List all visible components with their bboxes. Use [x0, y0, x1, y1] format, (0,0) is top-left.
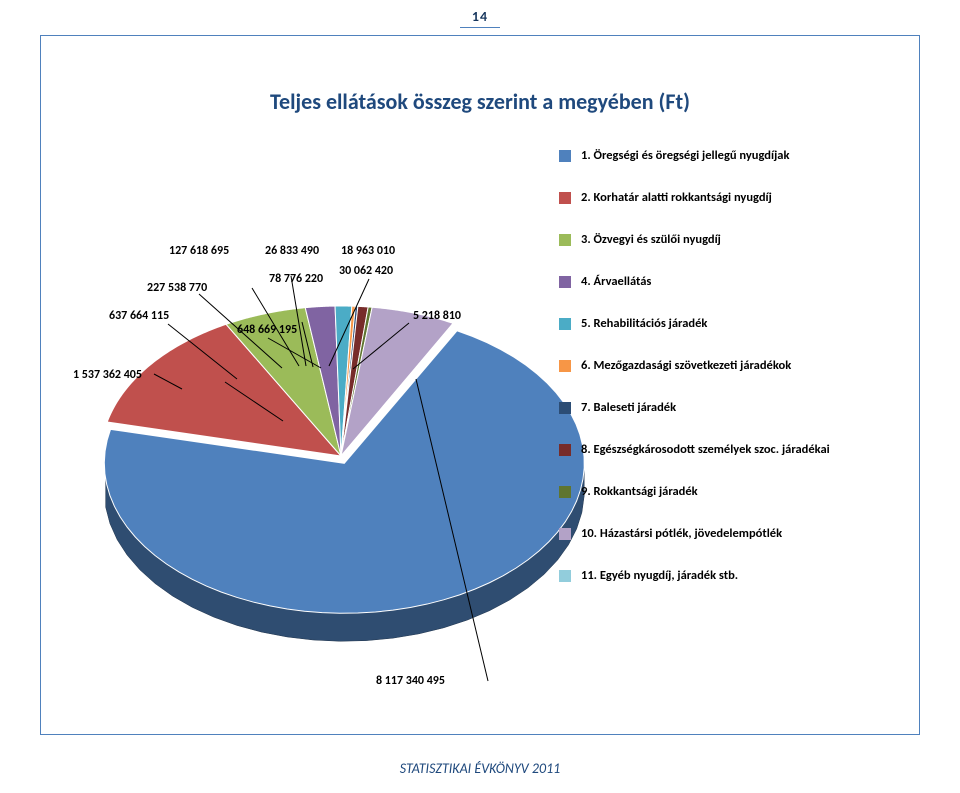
- legend-swatch: [559, 570, 571, 582]
- legend-label: 10. Házastársi pótlék, jövedelempótlék: [581, 526, 782, 541]
- legend-item: 4. Árvaellátás: [559, 274, 859, 289]
- legend: 1. Öregségi és öregségi jellegű nyugdíja…: [559, 148, 859, 583]
- legend-label: 2. Korhatár alatti rokkantsági nyugdíj: [581, 190, 772, 205]
- data-label: 5 218 810: [413, 309, 461, 323]
- data-label: 30 062 420: [339, 264, 393, 278]
- legend-item: 9. Rokkantsági járadék: [559, 484, 859, 499]
- legend-item: 7. Baleseti járadék: [559, 400, 859, 415]
- legend-swatch: [559, 276, 571, 288]
- data-label: 637 664 115: [109, 309, 169, 323]
- data-label: 1 537 362 405: [73, 368, 142, 382]
- legend-label: 7. Baleseti járadék: [581, 400, 676, 415]
- legend-item: 11. Egyéb nyugdíj, járadék stb.: [559, 568, 859, 583]
- legend-item: 3. Özvegyi és szülői nyugdíj: [559, 232, 859, 247]
- legend-label: 11. Egyéb nyugdíj, járadék stb.: [581, 568, 738, 583]
- legend-swatch: [559, 318, 571, 330]
- data-label: 127 618 695: [169, 244, 229, 258]
- legend-swatch: [559, 528, 571, 540]
- chart-title: Teljes ellátások összeg szerint a megyéb…: [270, 88, 690, 115]
- legend-label: 9. Rokkantsági járadék: [581, 484, 698, 499]
- data-label: 227 538 770: [147, 281, 207, 295]
- legend-item: 1. Öregségi és öregségi jellegű nyugdíja…: [559, 148, 859, 163]
- legend-item: 6. Mezőgazdasági szövetkezeti járadékok: [559, 358, 859, 373]
- legend-item: 10. Házastársi pótlék, jövedelempótlék: [559, 526, 859, 541]
- legend-label: 8. Egészségkárosodott személyek szoc. já…: [581, 442, 830, 457]
- legend-swatch: [559, 150, 571, 162]
- legend-swatch: [559, 360, 571, 372]
- data-label: 26 833 490: [265, 244, 319, 258]
- legend-label: 4. Árvaellátás: [581, 274, 651, 289]
- data-label: 18 963 010: [341, 244, 395, 258]
- legend-swatch: [559, 486, 571, 498]
- legend-label: 3. Özvegyi és szülői nyugdíj: [581, 232, 721, 247]
- data-label: 8 117 340 495: [376, 674, 445, 688]
- chart-panel: Teljes ellátások összeg szerint a megyéb…: [40, 35, 920, 735]
- footer-text: STATISZTIKAI ÉVKÖNYV 2011: [400, 760, 561, 777]
- legend-swatch: [559, 402, 571, 414]
- legend-swatch: [559, 192, 571, 204]
- legend-swatch: [559, 234, 571, 246]
- legend-label: 1. Öregségi és öregségi jellegű nyugdíja…: [581, 148, 789, 163]
- legend-item: 5. Rehabilitációs járadék: [559, 316, 859, 331]
- legend-label: 6. Mezőgazdasági szövetkezeti járadékok: [581, 358, 791, 373]
- page-number: 14: [460, 8, 500, 28]
- legend-item: 2. Korhatár alatti rokkantsági nyugdíj: [559, 190, 859, 205]
- legend-label: 5. Rehabilitációs járadék: [581, 316, 707, 331]
- legend-swatch: [559, 444, 571, 456]
- legend-item: 8. Egészségkárosodott személyek szoc. já…: [559, 442, 859, 457]
- data-label: 648 669 195: [237, 323, 297, 337]
- data-label: 78 776 220: [269, 272, 323, 286]
